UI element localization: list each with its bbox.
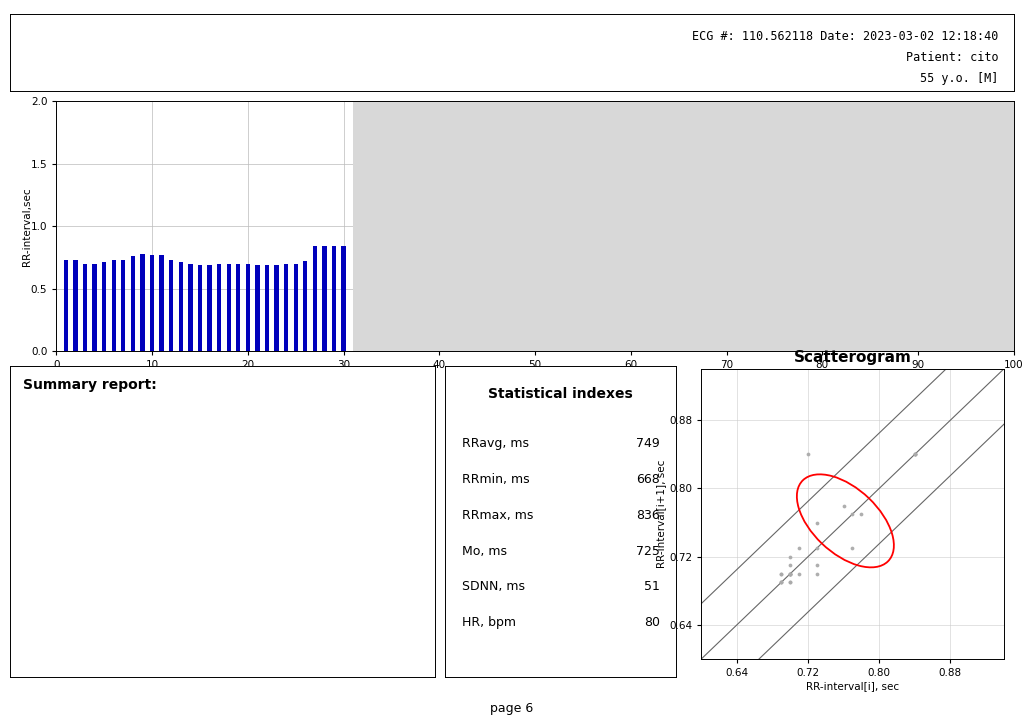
Text: 51: 51 — [644, 581, 659, 594]
Bar — [83, 264, 87, 351]
Point — [844, 542, 860, 554]
Bar — [226, 264, 230, 351]
Point — [853, 508, 869, 520]
Point — [782, 568, 799, 579]
Point — [809, 560, 825, 571]
Bar — [353, 101, 1014, 351]
Bar — [150, 255, 155, 351]
Text: 80: 80 — [644, 616, 659, 629]
Point — [782, 568, 799, 579]
Bar — [312, 246, 317, 351]
Text: 668: 668 — [636, 473, 659, 486]
Bar — [198, 265, 202, 351]
Y-axis label: RR-interval[i+1], sec: RR-interval[i+1], sec — [656, 460, 667, 568]
Bar — [217, 264, 221, 351]
Text: 725: 725 — [636, 544, 659, 557]
Bar — [188, 264, 193, 351]
Bar — [121, 260, 126, 351]
Point — [906, 449, 923, 460]
Text: ECG #: 110.562118 Date: 2023-03-02 12:18:40: ECG #: 110.562118 Date: 2023-03-02 12:18… — [692, 30, 998, 43]
Bar — [294, 264, 298, 351]
Text: RRmax, ms: RRmax, ms — [462, 509, 532, 522]
Point — [782, 568, 799, 579]
Point — [809, 568, 825, 579]
Bar — [284, 264, 289, 351]
Bar — [274, 265, 279, 351]
Bar — [169, 260, 173, 351]
Bar — [207, 265, 212, 351]
Text: Patient: cito: Patient: cito — [906, 51, 998, 64]
Bar — [131, 256, 135, 351]
Point — [836, 500, 852, 511]
Y-axis label: RR-interval,sec: RR-interval,sec — [23, 187, 33, 266]
Point — [906, 449, 923, 460]
Point — [809, 517, 825, 529]
Text: Statistical indexes: Statistical indexes — [488, 387, 633, 401]
Bar — [112, 260, 116, 351]
Bar — [160, 255, 164, 351]
Point — [773, 576, 790, 588]
Text: RRmin, ms: RRmin, ms — [462, 473, 529, 486]
Point — [773, 576, 790, 588]
Bar — [63, 260, 68, 351]
Bar — [74, 260, 78, 351]
Text: Summary report:: Summary report: — [23, 378, 157, 392]
Point — [809, 542, 825, 554]
Text: SDNN, ms: SDNN, ms — [462, 581, 524, 594]
Point — [906, 449, 923, 460]
Text: 749: 749 — [636, 437, 659, 450]
Bar — [323, 246, 327, 351]
Point — [782, 568, 799, 579]
Point — [773, 568, 790, 579]
Bar — [332, 246, 336, 351]
Bar — [303, 261, 307, 351]
Point — [773, 576, 790, 588]
Point — [791, 542, 807, 554]
Bar — [237, 264, 241, 351]
Point — [782, 560, 799, 571]
Text: HR, bpm: HR, bpm — [462, 616, 515, 629]
Bar — [265, 265, 269, 351]
Point — [782, 568, 799, 579]
Point — [791, 568, 807, 579]
Bar — [341, 246, 346, 351]
Text: 55 y.o. [M]: 55 y.o. [M] — [921, 72, 998, 85]
Bar — [140, 253, 144, 351]
Point — [782, 576, 799, 588]
X-axis label: RR-interval[i], sec: RR-interval[i], sec — [806, 681, 899, 691]
Bar — [92, 264, 97, 351]
Point — [844, 508, 860, 520]
Text: RRavg, ms: RRavg, ms — [462, 437, 528, 450]
Point — [800, 449, 816, 460]
Point — [782, 576, 799, 588]
Bar — [255, 265, 259, 351]
Point — [773, 568, 790, 579]
Text: 836: 836 — [636, 509, 659, 522]
Text: Mo, ms: Mo, ms — [462, 544, 507, 557]
Bar — [178, 263, 183, 351]
Bar — [246, 264, 250, 351]
Title: Scatterogram: Scatterogram — [794, 350, 911, 366]
Text: page 6: page 6 — [490, 702, 534, 715]
Point — [782, 551, 799, 563]
Bar — [102, 263, 106, 351]
Point — [906, 449, 923, 460]
